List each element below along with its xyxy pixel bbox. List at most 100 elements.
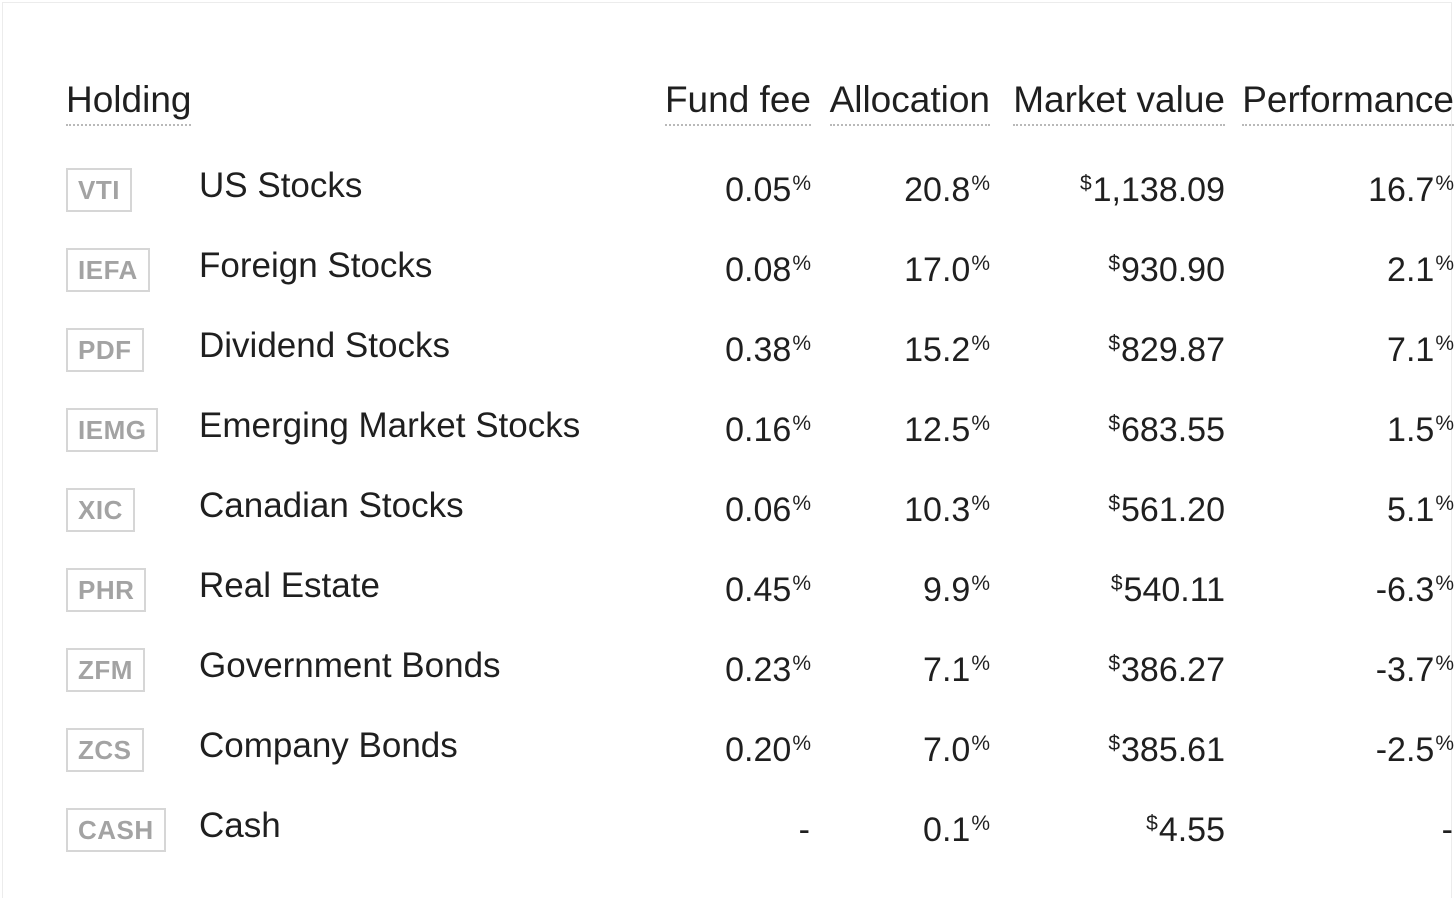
holding-name: Cash — [199, 806, 281, 845]
ticker-badge[interactable]: PHR — [66, 568, 147, 612]
market-value-cell: $829.87 — [990, 310, 1225, 390]
holding-name: Dividend Stocks — [199, 326, 450, 365]
performance-cell: 2.1% — [1225, 230, 1454, 310]
fund-fee-percent-sign: % — [792, 331, 811, 355]
allocation-value: 17.0 — [904, 250, 971, 289]
performance-cell: -2.5% — [1225, 710, 1454, 790]
holding-name-cell: Emerging Market Stocks — [199, 390, 585, 470]
performance-percent-sign: % — [1435, 171, 1454, 195]
currency-sign: $ — [1110, 571, 1123, 595]
ticker-cell: IEMG — [66, 390, 199, 470]
table-row: CASH Cash - 0.1% $4.55 - — [66, 790, 1454, 870]
holding-name: Company Bonds — [199, 726, 458, 765]
fund-fee-value: 0.08 — [725, 250, 792, 289]
performance-percent-sign: % — [1435, 491, 1454, 515]
currency-sign: $ — [1146, 811, 1158, 835]
ticker-cell: PHR — [66, 550, 199, 630]
allocation-percent-sign: % — [971, 811, 990, 835]
ticker-cell: CASH — [66, 790, 199, 870]
holding-name: Foreign Stocks — [199, 246, 433, 285]
performance-cell: 7.1% — [1225, 310, 1454, 390]
allocation-percent-sign: % — [971, 331, 990, 355]
market-value-cell: $386.27 — [990, 630, 1225, 710]
performance-header-label[interactable]: Performance — [1242, 78, 1454, 126]
performance-cell: - — [1225, 790, 1454, 870]
ticker-badge[interactable]: ZCS — [66, 728, 144, 772]
fund-fee-cell: 0.20% — [585, 710, 811, 790]
allocation-value: 7.1 — [923, 650, 971, 689]
table-row: ZFM Government Bonds 0.23% 7.1% $386.27 … — [66, 630, 1454, 710]
fund-fee-percent-sign: % — [792, 171, 811, 195]
market-value-cell: $1,138.09 — [990, 126, 1225, 230]
allocation-cell: 12.5% — [811, 390, 990, 470]
ticker-badge[interactable]: CASH — [66, 808, 166, 852]
ticker-badge[interactable]: IEMG — [66, 408, 159, 452]
market-value-amount: 386.27 — [1121, 650, 1225, 689]
performance-value: - — [1441, 810, 1453, 849]
market-value-amount: 385.61 — [1121, 730, 1225, 769]
allocation-cell: 7.0% — [811, 710, 990, 790]
allocation-percent-sign: % — [971, 171, 990, 195]
fund-fee-percent-sign: % — [792, 571, 811, 595]
allocation-percent-sign: % — [971, 411, 990, 435]
fund-fee-column-header[interactable]: Fund fee — [585, 62, 811, 126]
fund-fee-value: 0.16 — [725, 410, 792, 449]
holding-column-header[interactable]: Holding — [66, 62, 585, 126]
holding-name-cell: Real Estate — [199, 550, 585, 630]
ticker-badge[interactable]: VTI — [66, 168, 132, 212]
performance-value: -6.3 — [1375, 570, 1435, 609]
ticker-cell: IEFA — [66, 230, 199, 310]
market-value-header-label[interactable]: Market value — [1013, 78, 1225, 126]
holding-header-label[interactable]: Holding — [66, 78, 192, 126]
market-value-cell: $930.90 — [990, 230, 1225, 310]
fund-fee-value: 0.38 — [725, 330, 792, 369]
market-value-column-header[interactable]: Market value — [990, 62, 1225, 126]
ticker-cell: ZCS — [66, 710, 199, 790]
fund-fee-header-label[interactable]: Fund fee — [664, 78, 811, 126]
table-row: PDF Dividend Stocks 0.38% 15.2% $829.87 … — [66, 310, 1454, 390]
performance-cell: 5.1% — [1225, 470, 1454, 550]
holding-name-cell: Cash — [199, 790, 585, 870]
holding-name: Emerging Market Stocks — [199, 406, 581, 445]
holding-name: Government Bonds — [199, 646, 501, 685]
performance-percent-sign: % — [1435, 571, 1454, 595]
allocation-value: 0.1 — [923, 810, 971, 849]
fund-fee-cell: 0.08% — [585, 230, 811, 310]
ticker-badge[interactable]: IEFA — [66, 248, 150, 292]
market-value-cell: $4.55 — [990, 790, 1225, 870]
performance-column-header[interactable]: Performance — [1225, 62, 1454, 126]
holdings-table: Holding Fund fee Allocation Market value… — [66, 62, 1454, 870]
performance-value: 16.7 — [1368, 170, 1435, 209]
market-value-amount: 1,138.09 — [1092, 170, 1225, 209]
holding-name: Real Estate — [199, 566, 380, 605]
ticker-badge[interactable]: XIC — [66, 488, 135, 532]
market-value-amount: 683.55 — [1121, 410, 1225, 449]
ticker-cell: PDF — [66, 310, 199, 390]
market-value-amount: 829.87 — [1121, 330, 1225, 369]
fund-fee-cell: 0.05% — [585, 126, 811, 230]
fund-fee-percent-sign: % — [792, 651, 811, 675]
allocation-cell: 7.1% — [811, 630, 990, 710]
performance-value: -2.5 — [1375, 730, 1435, 769]
fund-fee-percent-sign: % — [792, 251, 811, 275]
performance-value: 2.1 — [1387, 250, 1435, 289]
allocation-value: 15.2 — [904, 330, 971, 369]
allocation-percent-sign: % — [971, 651, 990, 675]
ticker-badge[interactable]: ZFM — [66, 648, 145, 692]
ticker-cell: XIC — [66, 470, 199, 550]
fund-fee-cell: 0.38% — [585, 310, 811, 390]
table-row: PHR Real Estate 0.45% 9.9% $540.11 -6.3% — [66, 550, 1454, 630]
table-row: IEMG Emerging Market Stocks 0.16% 12.5% … — [66, 390, 1454, 470]
holding-name-cell: Canadian Stocks — [199, 470, 585, 550]
fund-fee-cell: - — [585, 790, 811, 870]
performance-percent-sign: % — [1435, 251, 1454, 275]
fund-fee-cell: 0.06% — [585, 470, 811, 550]
allocation-cell: 10.3% — [811, 470, 990, 550]
allocation-column-header[interactable]: Allocation — [811, 62, 990, 126]
holding-name: Canadian Stocks — [199, 486, 464, 525]
ticker-badge[interactable]: PDF — [66, 328, 144, 372]
holding-name-cell: Dividend Stocks — [199, 310, 585, 390]
allocation-value: 20.8 — [904, 170, 971, 209]
allocation-header-label[interactable]: Allocation — [829, 78, 990, 126]
allocation-cell: 20.8% — [811, 126, 990, 230]
